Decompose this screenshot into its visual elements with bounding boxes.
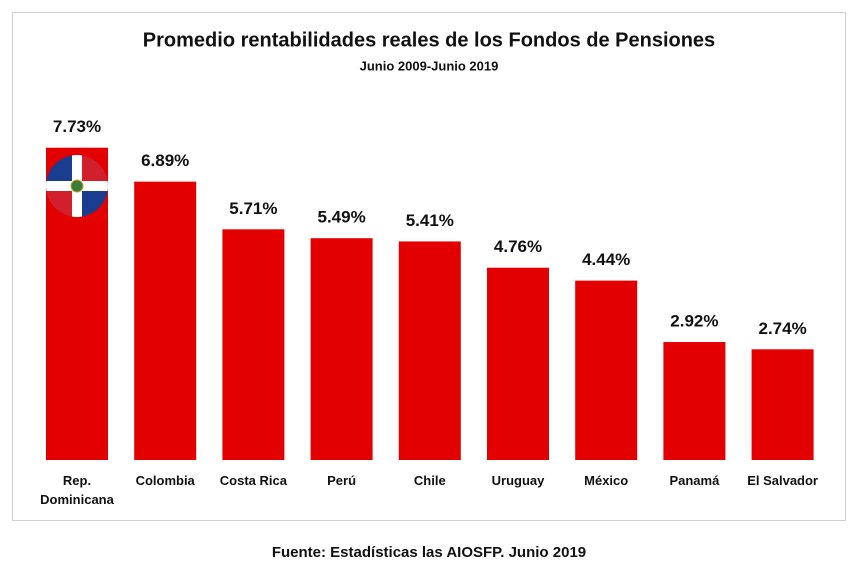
value-label: 5.41%	[406, 211, 454, 230]
bar	[310, 238, 373, 460]
source-note: Fuente: Estadísticas las AIOSFP. Junio 2…	[272, 544, 586, 561]
flag-icon	[46, 155, 108, 217]
value-label: 2.74%	[758, 319, 806, 338]
x-tick-label: Panamá	[669, 473, 720, 488]
x-tick-label: México	[584, 473, 629, 488]
bar	[222, 229, 285, 460]
bar	[487, 267, 549, 460]
bar	[134, 181, 197, 461]
value-label: 7.73%	[53, 117, 101, 136]
bar	[751, 349, 814, 460]
x-tick-label: Rep. Dominicana	[40, 473, 114, 507]
chart-subtitle: Junio 2009-Junio 2019	[360, 58, 499, 73]
bar	[398, 241, 461, 460]
value-label: 4.76%	[494, 237, 542, 256]
value-label: 5.49%	[317, 208, 365, 227]
value-label: 6.89%	[141, 151, 189, 170]
bar	[575, 280, 638, 460]
x-tick-label: Colombia	[135, 473, 195, 488]
value-label: 2.92%	[670, 312, 718, 331]
value-label: 5.71%	[229, 199, 277, 218]
chart-title: Promedio rentabilidades reales de los Fo…	[143, 29, 715, 51]
x-tick-label: Uruguay	[491, 473, 545, 488]
x-tick-label: El Salvador	[747, 473, 818, 488]
value-label: 4.44%	[582, 250, 630, 269]
bar	[663, 342, 726, 460]
x-tick-label: Chile	[413, 473, 446, 488]
x-tick-label: Costa Rica	[219, 473, 287, 488]
x-tick-label: Perú	[327, 473, 357, 488]
